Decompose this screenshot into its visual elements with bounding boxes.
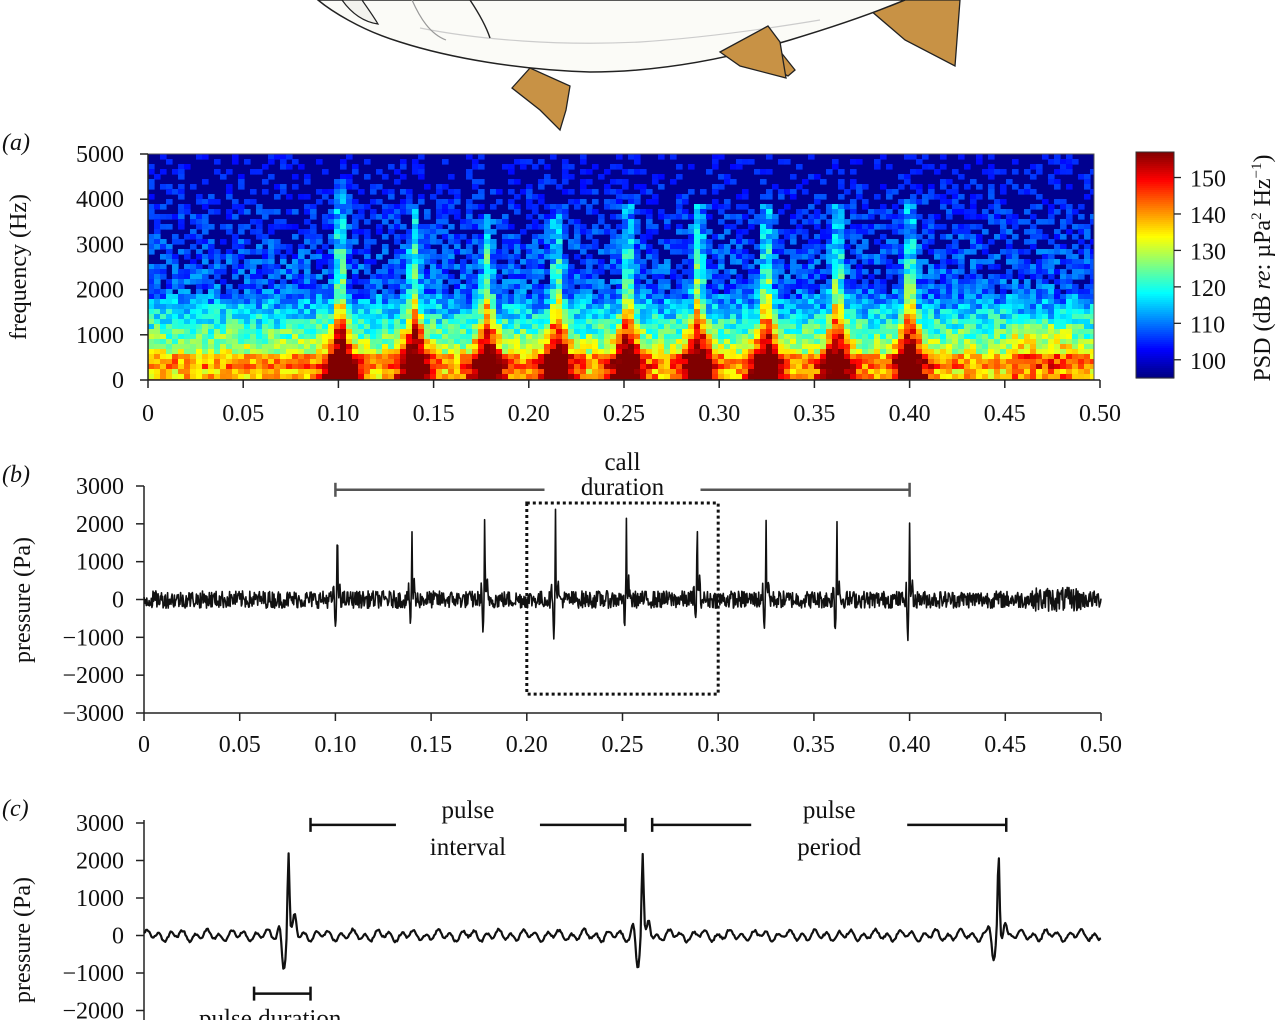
panel-a-x-tick-label: 0.45 — [984, 401, 1026, 427]
colorbar-tick-label: 140 — [1190, 203, 1226, 229]
panel-b-y-tick-label: 2000 — [76, 512, 124, 538]
panel-b-x-tick-label: 0.25 — [602, 732, 644, 758]
panel-c-y-tick-label: −1000 — [62, 961, 124, 987]
panel-c-y-tick-label: 3000 — [76, 811, 124, 837]
panel-b-x-tick-label: 0.20 — [506, 732, 548, 758]
colorbar-gradient — [1136, 152, 1174, 379]
panel-b-x-tick-label: 0.50 — [1080, 732, 1122, 758]
pulse-interval-label-line1: pulse — [442, 797, 495, 824]
colorbar-ticks: 100 110 120 130 140 150 — [1174, 167, 1226, 375]
panel-a-x-tick-label: 0.50 — [1079, 401, 1121, 427]
panel-c-waveform-trace — [143, 852, 1102, 970]
colorbar-tick-label: 100 — [1190, 349, 1226, 375]
panel-c-label: (c) — [2, 796, 29, 822]
panel-a-x-tick-label: 0.20 — [508, 401, 550, 427]
panel-a-x-tick-label: 0.10 — [317, 401, 359, 427]
panel-a-y-tick-label: 2000 — [76, 278, 124, 304]
panel-b-y-tick-label: −1000 — [62, 625, 124, 651]
panel-a-y-tick-label: 0 — [112, 368, 124, 394]
panel-a-x-tick-label: 0.35 — [793, 401, 835, 427]
colorbar-tick-label: 150 — [1190, 167, 1226, 193]
colorbar: 100 110 120 130 140 150 PSD (dB re: µPa2 Hz−1… — [1135, 151, 1276, 382]
panel-a-x-tick-label: 0.15 — [413, 401, 455, 427]
panel-a-y-tick-label: 5000 — [76, 142, 124, 168]
panel-b-y-tick-label: −2000 — [62, 663, 124, 689]
pulse-interval-annotation: pulse interval — [309, 797, 627, 861]
panel-b-x-tick-label: 0.05 — [219, 732, 261, 758]
fish-illustration — [316, 0, 961, 132]
panel-c-y-tick-label: 1000 — [76, 886, 124, 912]
panel-b-x-tick-label: 0.30 — [697, 732, 739, 758]
panel-a-y-axis-title: frequency (Hz) — [6, 194, 32, 340]
panel-a-y-tick-label: 3000 — [76, 232, 124, 258]
panel-a-y-tick-label: 1000 — [76, 323, 124, 349]
panel-b-waveform: (b) 0 0.05 0.10 0.15 0.20 0.25 0.30 0.35 0.40 0.4… — [2, 449, 1122, 758]
panel-a-x-tick-label: 0.40 — [889, 401, 931, 427]
colorbar-label: PSD (dB re: µPa2 Hz−1) — [1249, 154, 1276, 381]
panel-c-annotations: pulse interval pulse period pulse duration — [199, 797, 1008, 1020]
panel-a-spectrogram: (a) 0 0.05 0.10 0.15 0.20 0.25 0.30 0.35 0.40 0.4… — [2, 130, 1121, 427]
call-duration-annotation: call duration — [334, 449, 911, 501]
panel-a-x-tick-label: 0.25 — [603, 401, 645, 427]
panel-b-y-tick-label: 1000 — [76, 550, 124, 576]
panel-b-y-axis-title: pressure (Pa) — [10, 537, 36, 663]
panel-a-y-ticks: 0 1000 2000 3000 4000 5000 — [76, 142, 148, 394]
panel-b-x-tick-label: 0 — [138, 732, 150, 758]
panel-a-x-tick-label: 0.30 — [698, 401, 740, 427]
panel-b-y-ticks: 3000 2000 1000 0 −1000 −2000 −3000 — [62, 474, 144, 727]
panel-a-x-ticks: 0 0.05 0.10 0.15 0.20 0.25 0.30 0.35 0.40 0.45 0.5… — [142, 380, 1121, 427]
panel-a-y-tick-label: 4000 — [76, 187, 124, 213]
panel-b-x-tick-label: 0.35 — [793, 732, 835, 758]
panel-b-y-tick-label: −3000 — [62, 701, 124, 727]
panel-b-x-tick-label: 0.40 — [889, 732, 931, 758]
panel-b-x-ticks: 0 0.05 0.10 0.15 0.20 0.25 0.30 0.35 0.40 0.45 0.5… — [138, 713, 1122, 758]
panel-c-y-tick-label: 2000 — [76, 849, 124, 875]
panel-c-waveform: (c) 3000 2000 1000 0 −1000 −2000 pulse interva… — [2, 796, 1102, 1020]
pulse-period-label-line1: pulse — [803, 797, 856, 824]
panel-c-y-tick-label: −2000 — [62, 999, 124, 1020]
panel-a-label: (a) — [2, 130, 30, 156]
pulse-period-label-line2: period — [797, 834, 861, 861]
panel-b-x-tick-label: 0.45 — [984, 732, 1026, 758]
colorbar-tick-label: 130 — [1190, 239, 1226, 265]
panel-b-y-tick-label: 0 — [112, 588, 124, 614]
panel-b-label: (b) — [2, 462, 30, 488]
colorbar-tick-label: 110 — [1190, 312, 1225, 338]
call-duration-label-line2: duration — [581, 474, 665, 501]
panel-c-y-axis-title: pressure (Pa) — [10, 877, 36, 1003]
pulse-period-annotation: pulse period — [650, 797, 1008, 861]
pulse-duration-label: pulse duration — [199, 1006, 342, 1020]
panel-c-y-ticks: 3000 2000 1000 0 −1000 −2000 — [62, 811, 144, 1020]
spectrogram-cells — [148, 154, 1094, 380]
panel-a-x-tick-label: 0.05 — [222, 401, 264, 427]
call-duration-label-line1: call — [604, 449, 640, 476]
pulse-interval-label-line2: interval — [430, 834, 506, 861]
panel-a-x-tick-label: 0 — [142, 401, 154, 427]
panel-b-x-tick-label: 0.10 — [314, 732, 356, 758]
colorbar-tick-label: 120 — [1190, 276, 1226, 302]
panel-b-x-tick-label: 0.15 — [410, 732, 452, 758]
pulse-duration-annotation: pulse duration — [199, 986, 342, 1020]
panel-b-y-tick-label: 3000 — [76, 474, 124, 500]
panel-c-y-tick-label: 0 — [112, 924, 124, 950]
panel-b-waveform-trace — [143, 508, 1102, 642]
